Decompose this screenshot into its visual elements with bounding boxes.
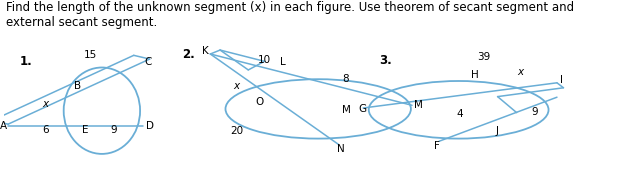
- Text: J: J: [495, 126, 499, 136]
- Text: E: E: [82, 125, 88, 135]
- Text: B: B: [74, 81, 81, 91]
- Text: x: x: [517, 67, 524, 77]
- Text: 1.: 1.: [20, 55, 33, 68]
- Text: 9: 9: [110, 125, 117, 135]
- Text: G: G: [358, 104, 366, 114]
- Text: 15: 15: [84, 50, 97, 60]
- Text: A: A: [0, 121, 7, 131]
- Text: 20: 20: [230, 125, 243, 136]
- Text: I: I: [560, 75, 563, 85]
- Text: 9: 9: [531, 107, 538, 117]
- Text: O: O: [255, 97, 263, 107]
- Text: F: F: [435, 141, 440, 151]
- Text: 8: 8: [342, 74, 348, 84]
- Text: N: N: [337, 143, 344, 154]
- Text: K: K: [202, 46, 209, 56]
- Text: 4: 4: [456, 109, 463, 119]
- Text: x: x: [43, 98, 49, 109]
- Text: x: x: [234, 81, 240, 91]
- Text: H: H: [470, 70, 478, 80]
- Text: Find the length of the unknown segment (x) in each figure. Use theorem of secant: Find the length of the unknown segment (…: [6, 1, 575, 29]
- Text: C: C: [145, 57, 152, 67]
- Text: 10: 10: [258, 55, 271, 65]
- Text: 2.: 2.: [182, 48, 195, 60]
- Text: M: M: [342, 105, 351, 115]
- Text: 39: 39: [477, 52, 490, 62]
- Text: L: L: [280, 57, 286, 67]
- Text: D: D: [146, 121, 154, 131]
- Text: M: M: [413, 100, 422, 110]
- Text: 3.: 3.: [380, 54, 392, 67]
- Text: 6: 6: [42, 125, 49, 135]
